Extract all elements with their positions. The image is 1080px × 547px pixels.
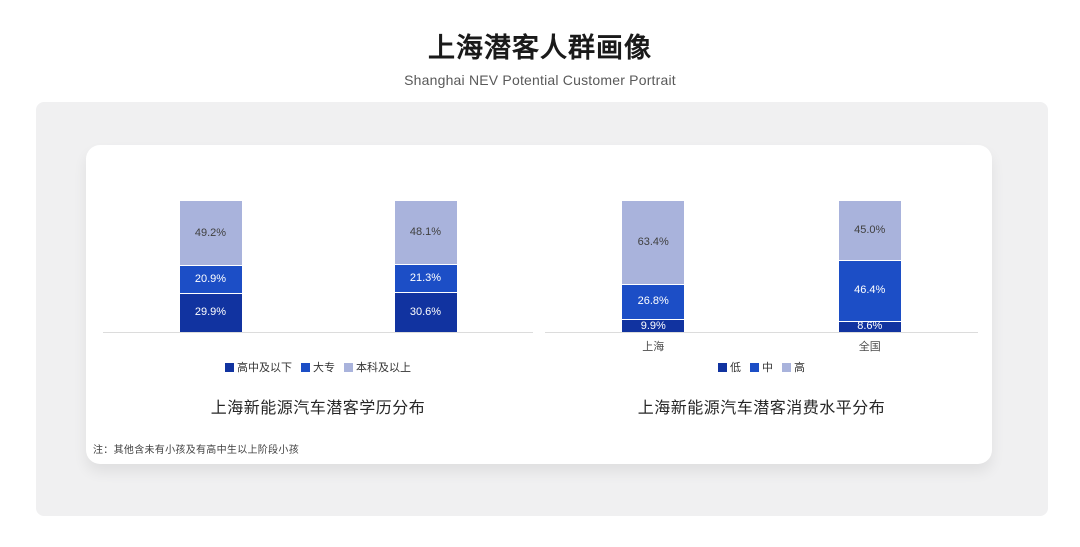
- legend-swatch-icon: [301, 362, 310, 372]
- legend-item[interactable]: 本科及以上: [344, 359, 411, 375]
- bar-segment: 20.9%: [179, 265, 242, 293]
- bar-segment: 30.6%: [394, 291, 457, 332]
- legend-label: 低: [730, 362, 741, 374]
- bar-segment: 9.9%: [622, 319, 685, 332]
- page-header: 上海潜客人群画像 Shanghai NEV Potential Customer…: [0, 26, 1080, 88]
- education-distribution-chart: 49.2% 20.9% 29.9% 48.1% 21.3% 30.6% 高中及以下 大专 本科…: [103, 145, 533, 464]
- bar-segment: 45.0%: [838, 200, 901, 260]
- legend-swatch-icon: [344, 362, 353, 372]
- data-label: 30.6%: [409, 305, 442, 318]
- stacked-bar: 63.4% 26.8% 9.9%: [622, 200, 685, 332]
- legend-item[interactable]: 高: [782, 359, 805, 375]
- stacked-bar: 45.0% 46.4% 8.6%: [838, 200, 901, 333]
- bar-segment: 48.1%: [394, 201, 457, 265]
- data-label: 21.3%: [409, 271, 442, 284]
- data-label: 45.0%: [854, 223, 886, 236]
- data-label: 48.1%: [409, 226, 442, 239]
- plot-area: 49.2% 20.9% 29.9% 48.1% 21.3% 30.6%: [103, 145, 533, 333]
- stacked-bar: 49.2% 20.9% 29.9%: [179, 200, 242, 332]
- legend-label: 本科及以上: [356, 362, 411, 374]
- legend-label: 大专: [313, 362, 335, 374]
- page-title: 上海潜客人群画像: [428, 33, 652, 63]
- chart-title: 上海新能源汽车潜客消费水平分布: [637, 400, 886, 417]
- legend-item[interactable]: 低: [718, 359, 741, 375]
- legend-label: 中: [762, 362, 773, 374]
- legend-swatch-icon: [225, 362, 234, 372]
- legend-item[interactable]: 大专: [301, 359, 335, 375]
- data-label: 46.4%: [854, 284, 886, 297]
- data-label: 8.6%: [857, 320, 883, 333]
- bar-segment: 26.8%: [622, 283, 685, 319]
- legend-label: 高中及以下: [237, 362, 292, 374]
- page-subtitle: Shanghai NEV Potential Customer Portrait: [404, 72, 676, 88]
- footnote: 注：其他含未有小孩及有高中生以上阶段小孩: [93, 445, 299, 456]
- data-label: 49.2%: [194, 226, 227, 239]
- category-label: 上海: [642, 341, 665, 353]
- stacked-bar: 48.1% 21.3% 30.6%: [394, 201, 457, 332]
- bar-segment: 8.6%: [838, 320, 901, 333]
- consumption-level-chart: 63.4% 26.8% 9.9% 45.0% 46.4% 8.6% 上海 全国 低 中 高 上海…: [545, 145, 978, 464]
- legend-item[interactable]: 中: [750, 359, 773, 375]
- chart-title: 上海新能源汽车潜客学历分布: [210, 400, 426, 417]
- plot-area: 63.4% 26.8% 9.9% 45.0% 46.4% 8.6%: [545, 145, 978, 333]
- legend-swatch-icon: [718, 362, 727, 372]
- data-label: 26.8%: [637, 295, 669, 308]
- legend-label: 高: [794, 362, 805, 374]
- bar-segment: 49.2%: [179, 200, 242, 266]
- category-row: 上海 全国: [545, 338, 978, 354]
- legend-item[interactable]: 高中及以下: [225, 359, 292, 375]
- category-row: [103, 338, 533, 354]
- data-label: 20.9%: [194, 273, 227, 286]
- bar-segment: 63.4%: [622, 200, 685, 284]
- legend-swatch-icon: [750, 362, 759, 372]
- bar-segment: 29.9%: [179, 292, 242, 332]
- bar-segment: 21.3%: [394, 264, 457, 292]
- legend: 低中高: [545, 359, 978, 375]
- background-panel: 49.2% 20.9% 29.9% 48.1% 21.3% 30.6% 高中及以下 大专 本科…: [36, 102, 1048, 516]
- bar-segment: 46.4%: [838, 259, 901, 321]
- data-label: 9.9%: [640, 319, 666, 332]
- category-label: 全国: [858, 341, 881, 353]
- data-label: 29.9%: [194, 306, 227, 319]
- chart-card: 49.2% 20.9% 29.9% 48.1% 21.3% 30.6% 高中及以下 大专 本科…: [86, 145, 992, 464]
- data-label: 63.4%: [637, 235, 669, 248]
- legend: 高中及以下 大专 本科及以上: [103, 359, 533, 375]
- legend-swatch-icon: [782, 362, 791, 372]
